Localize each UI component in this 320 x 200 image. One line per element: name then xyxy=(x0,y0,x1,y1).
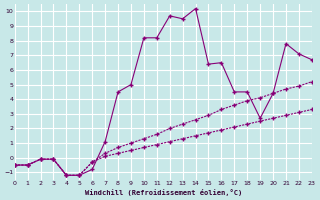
X-axis label: Windchill (Refroidissement éolien,°C): Windchill (Refroidissement éolien,°C) xyxy=(84,189,242,196)
